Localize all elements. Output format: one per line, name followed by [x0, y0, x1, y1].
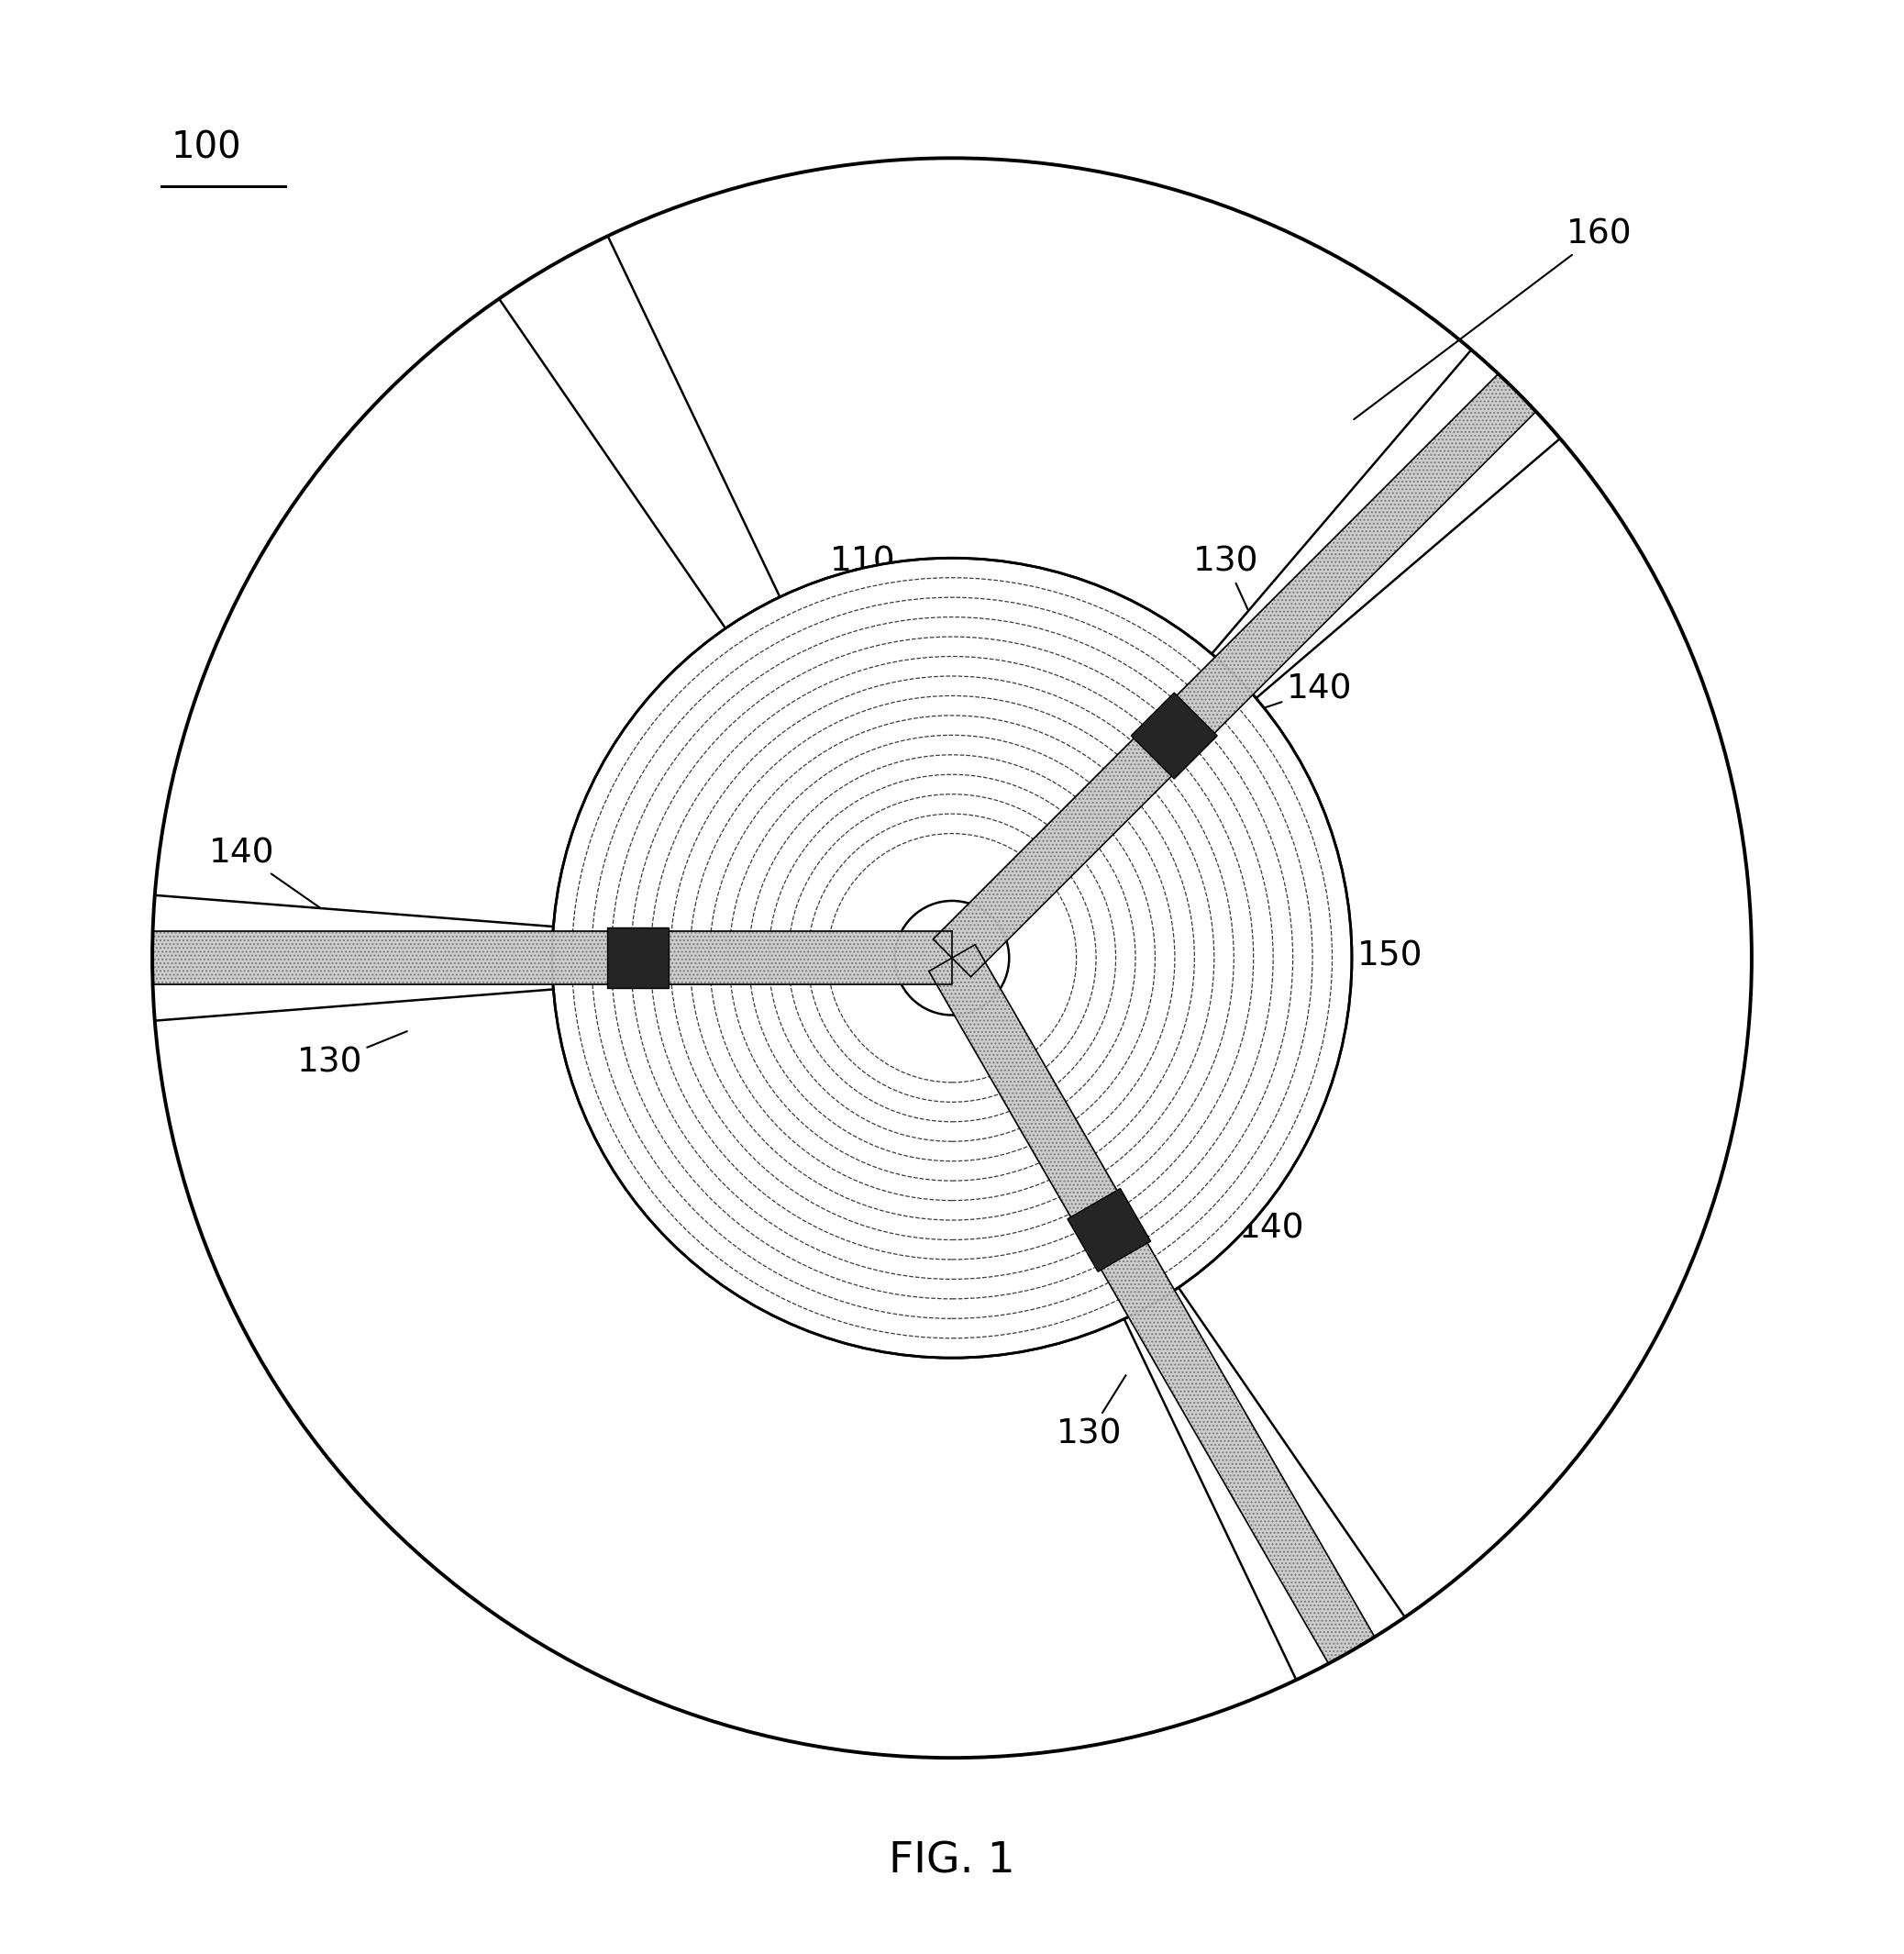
Text: 130: 130 — [297, 1032, 407, 1079]
Text: 120: 120 — [1043, 1139, 1108, 1215]
Text: 110: 110 — [830, 545, 895, 655]
Text: 120: 120 — [1057, 674, 1121, 758]
Polygon shape — [725, 598, 952, 957]
Polygon shape — [952, 655, 1257, 957]
Polygon shape — [929, 944, 1375, 1665]
Polygon shape — [1211, 350, 1559, 698]
Circle shape — [895, 901, 1009, 1014]
Text: 140: 140 — [209, 836, 322, 909]
Circle shape — [552, 559, 1352, 1358]
Polygon shape — [1131, 692, 1217, 780]
Text: FIG. 1: FIG. 1 — [889, 1841, 1015, 1882]
Polygon shape — [499, 236, 781, 629]
Polygon shape — [152, 932, 952, 985]
Polygon shape — [1068, 1188, 1150, 1272]
Text: 120: 120 — [640, 948, 735, 981]
Text: 130: 130 — [1194, 545, 1259, 623]
Polygon shape — [933, 373, 1537, 977]
Polygon shape — [552, 926, 952, 989]
Text: 130: 130 — [1057, 1376, 1125, 1450]
Text: 140: 140 — [1217, 1188, 1304, 1245]
Text: 160: 160 — [1354, 217, 1632, 420]
Text: 100: 100 — [171, 129, 242, 166]
Text: 140: 140 — [1241, 672, 1352, 715]
Text: 150: 150 — [1220, 940, 1422, 973]
Polygon shape — [607, 928, 668, 989]
Polygon shape — [952, 957, 1179, 1319]
Circle shape — [152, 158, 1752, 1759]
Polygon shape — [1123, 1288, 1405, 1680]
Polygon shape — [152, 895, 554, 1020]
